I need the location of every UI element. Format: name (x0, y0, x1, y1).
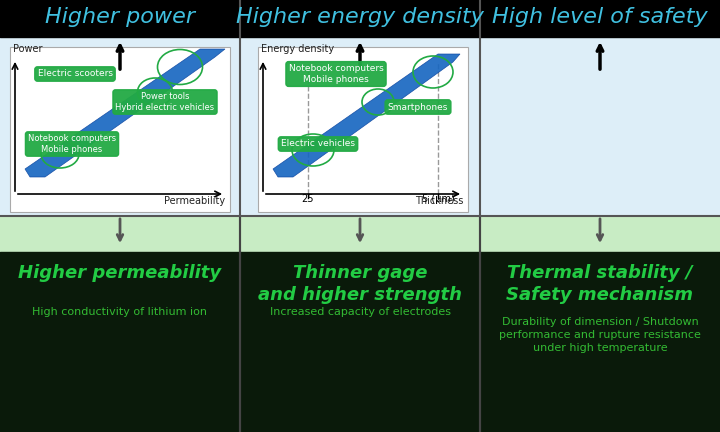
Text: Power tools
Hybrid electric vehicles: Power tools Hybrid electric vehicles (115, 92, 215, 112)
Bar (0, 216, 720, 432)
FancyBboxPatch shape (0, 0, 240, 216)
FancyBboxPatch shape (240, 0, 480, 216)
Text: Thinner gage
and higher strength: Thinner gage and higher strength (258, 264, 462, 304)
Text: Increased capacity of electrodes: Increased capacity of electrodes (269, 307, 451, 317)
Text: Permeability: Permeability (164, 196, 225, 206)
Text: Higher energy density: Higher energy density (236, 7, 484, 27)
Text: Electric vehicles: Electric vehicles (281, 140, 355, 149)
Text: 25: 25 (302, 194, 314, 204)
FancyBboxPatch shape (10, 47, 230, 212)
Text: Power: Power (13, 44, 42, 54)
Text: Smartphones: Smartphones (388, 102, 448, 111)
Text: Energy density: Energy density (261, 44, 334, 54)
Text: Thermal stability /
Safety mechanism: Thermal stability / Safety mechanism (506, 264, 693, 304)
Text: Higher power: Higher power (45, 7, 195, 27)
Text: High conductivity of lithium ion: High conductivity of lithium ion (32, 307, 207, 317)
Text: Notebook computers
Mobile phones: Notebook computers Mobile phones (28, 134, 116, 154)
Bar (0, 0, 720, 216)
Text: 5 (μm): 5 (μm) (422, 194, 454, 204)
Text: Durability of dimension / Shutdown
performance and rupture resistance
under high: Durability of dimension / Shutdown perfo… (499, 317, 701, 353)
Polygon shape (273, 54, 460, 177)
Text: Thickness: Thickness (415, 196, 463, 206)
FancyBboxPatch shape (258, 47, 468, 212)
Text: Higher permeability: Higher permeability (19, 264, 222, 282)
FancyBboxPatch shape (480, 0, 720, 216)
Text: High level of safety: High level of safety (492, 7, 708, 27)
Text: Notebook computers
Mobile phones: Notebook computers Mobile phones (289, 64, 383, 84)
Polygon shape (25, 49, 225, 177)
Text: Electric scooters: Electric scooters (37, 70, 112, 79)
